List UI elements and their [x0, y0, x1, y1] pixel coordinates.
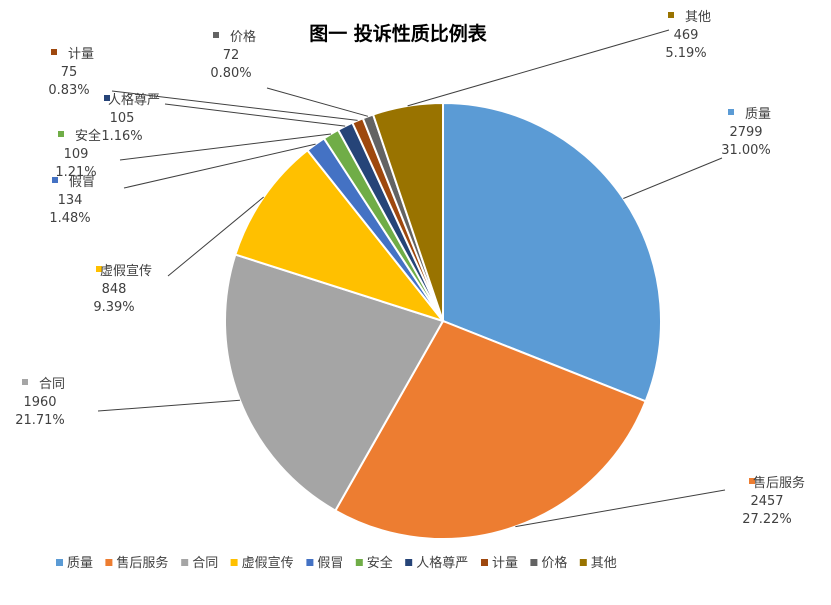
leader-line: [266, 87, 369, 117]
slice-4: [234, 148, 446, 323]
legend-label: 售后服务: [116, 555, 168, 571]
data-label-name: 假冒: [69, 175, 95, 190]
pie-slices: [224, 101, 662, 540]
data-label-percent: 0.80%: [210, 66, 251, 81]
data-label-name: 其他: [685, 10, 711, 25]
data-label-name: 售后服务: [753, 475, 805, 491]
label-swatch: [104, 95, 110, 101]
legend-label: 人格尊严: [416, 555, 468, 571]
data-label-name: 安全: [75, 128, 101, 144]
legend-label: 合同: [192, 556, 218, 571]
leader-line: [515, 489, 726, 528]
data-label-name: 价格: [230, 29, 256, 45]
data-label-name: 质量: [745, 107, 771, 122]
data-label-value: 105: [110, 111, 135, 126]
label-swatch: [58, 131, 64, 137]
leader-line: [97, 399, 240, 412]
leader-line: [164, 103, 346, 127]
data-label-name: 计量: [68, 47, 94, 62]
data-label-name: 人格尊严: [108, 92, 160, 108]
data-label-value: 109: [64, 147, 89, 162]
label-swatch: [213, 32, 219, 38]
label-swatch: [749, 478, 755, 484]
data-label-percent: 1.21%: [55, 165, 96, 180]
legend-label: 假冒: [317, 556, 343, 571]
data-label-percent: 5.19%: [665, 46, 706, 61]
legend-label: 虚假宣传: [242, 555, 294, 571]
data-label-value: 1960: [23, 395, 56, 410]
data-label-percent: 1.48%: [49, 211, 90, 226]
data-label-percent: 31.00%: [721, 143, 771, 158]
data-label-percent: 21.71%: [15, 413, 65, 428]
legend-swatch: [105, 559, 113, 566]
chart-title: 图一 投诉性质比例表: [309, 22, 488, 45]
legend-label: 安全: [367, 555, 393, 571]
legend-swatch: [56, 559, 63, 566]
label-swatch: [51, 49, 57, 55]
label-swatch: [728, 109, 734, 115]
leader-line: [111, 90, 358, 121]
data-label-value: 469: [674, 28, 699, 43]
leader-line: [119, 133, 332, 161]
legend: 质量 售后服务 合同 虚假宣传 假冒 安全 人格尊严 计量 价格 其他: [56, 555, 617, 571]
data-label-percent: 1.16%: [101, 129, 142, 144]
legend-swatch: [230, 559, 238, 566]
data-label-value: 2457: [750, 494, 783, 509]
data-label-name: 合同: [39, 377, 65, 392]
data-label-percent: 9.39%: [93, 300, 134, 315]
legend-swatch: [579, 559, 587, 566]
label-swatch: [668, 12, 674, 18]
data-label-value: 72: [223, 48, 240, 63]
label-swatch: [22, 379, 28, 385]
data-label-value: 848: [102, 282, 127, 297]
legend-label: 质量: [67, 556, 93, 571]
data-label-value: 75: [61, 65, 78, 80]
legend-swatch: [181, 559, 189, 566]
slice-3: [224, 253, 445, 512]
data-label-percent: 0.83%: [48, 83, 89, 98]
legend-swatch: [405, 559, 413, 566]
leader-line: [407, 29, 670, 107]
data-label-percent: 27.22%: [742, 512, 792, 527]
leader-line: [623, 157, 723, 199]
legend-swatch: [481, 559, 488, 566]
legend-swatch: [355, 559, 363, 566]
legend-swatch: [530, 559, 538, 566]
legend-swatch: [306, 559, 314, 566]
legend-label: 计量: [492, 556, 518, 571]
leader-line: [167, 196, 264, 277]
data-label-name: 虚假宣传: [100, 263, 152, 279]
data-label-value: 2799: [729, 125, 762, 140]
slice-1: [442, 101, 662, 403]
leader-lines: [97, 29, 726, 528]
leader-line: [123, 143, 316, 189]
legend-label: 其他: [591, 556, 617, 571]
label-swatch: [96, 266, 102, 272]
legend-label: 价格: [541, 555, 567, 571]
data-label-value: 134: [58, 193, 83, 208]
label-swatch: [52, 177, 58, 183]
data-labels: 质量 2799 31.00% 售后服务 2457 27.22% 合同 1960 21.71% 虚假…: [15, 10, 805, 527]
